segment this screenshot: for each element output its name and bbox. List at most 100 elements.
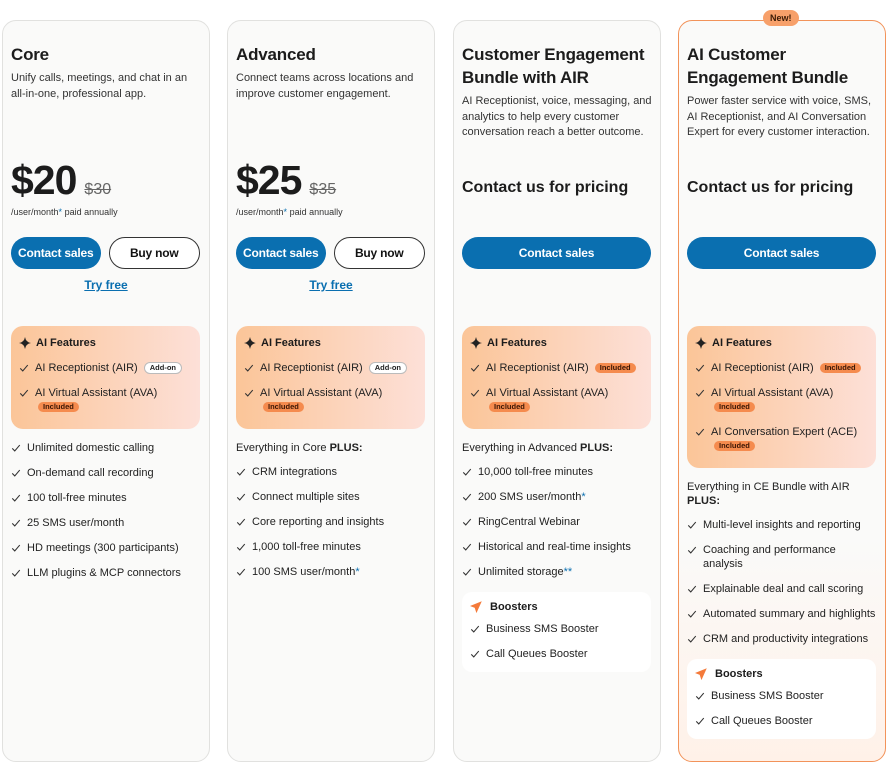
ai-feature-text: AI Receptionist (AIR) Included [711, 361, 861, 375]
feature-text: 200 SMS user/month [478, 490, 582, 503]
ai-feature-text: AI Receptionist (AIR) Add-on [260, 361, 408, 375]
feature-badge: Included [38, 401, 79, 412]
feature: RingCentral Webinar [462, 509, 651, 534]
check-icon [695, 428, 705, 436]
feature: HD meetings (300 participants) [11, 535, 200, 560]
feature: 25 SMS user/month [11, 510, 200, 535]
feature-badge: Included [594, 362, 636, 373]
ai-feature: AI Receptionist (AIR) Add-on [244, 355, 417, 380]
try-free-link[interactable]: Try free [84, 278, 128, 292]
price-unit: /user/month* paid annually [11, 207, 118, 217]
check-icon [244, 389, 254, 397]
ai-feature: AI Receptionist (AIR) Add-on [19, 355, 192, 380]
check-icon [687, 546, 697, 554]
booster-text: Business SMS Booster [711, 689, 824, 702]
try-free-link[interactable]: Try free [309, 278, 353, 292]
ai-feature-label: AI Conversation Expert (ACE) [711, 425, 858, 438]
plan-card: Advanced Connect teams across locations a… [227, 20, 435, 762]
cta-button[interactable]: Contact sales [462, 237, 651, 269]
ai-features: AI Features AI Receptionist (AIR) Add-on A… [236, 326, 425, 429]
check-icon [236, 493, 246, 501]
feature-badge: Add-on [143, 361, 183, 374]
ai-feature: AI Virtual Assistant (AVA) Included [19, 380, 192, 419]
check-icon [11, 544, 21, 552]
price-value: $25 [236, 157, 302, 203]
cta-button[interactable]: Buy now [333, 237, 425, 269]
feature: LLM plugins & MCP connectors [11, 560, 200, 585]
feature-text: On-demand call recording [27, 466, 154, 479]
feature: 100 SMS user/month* [236, 559, 425, 584]
plan-name: Advanced [236, 45, 316, 64]
feature-text: LLM plugins & MCP connectors [27, 566, 181, 579]
plan-card: New! AI Customer Engagement Bundle Power f… [678, 10, 886, 762]
feature-text: 1,000 toll-free minutes [252, 540, 361, 553]
check-icon [11, 469, 21, 477]
check-icon [11, 444, 21, 452]
plan-header: AI Customer Engagement Bundle Power faste… [687, 43, 877, 141]
cta-button[interactable]: Contact sales [11, 237, 101, 269]
cta-button[interactable]: Contact sales [687, 237, 876, 269]
feature-text: Unlimited storage [478, 565, 564, 578]
check-icon [236, 543, 246, 551]
feature: On-demand call recording [11, 460, 200, 485]
feature: Core reporting and insights [236, 509, 425, 534]
check-icon [470, 389, 480, 397]
feature-note-mark: * [581, 490, 586, 503]
check-icon [695, 717, 705, 725]
features-intro: Everything in Core PLUS: [236, 441, 425, 455]
ai-features: AI Features AI Receptionist (AIR) Add-on A… [11, 326, 200, 429]
rocket-icon [695, 668, 707, 680]
feature-badge: Included [819, 362, 861, 373]
booster: Business SMS Booster [695, 683, 868, 708]
check-icon [462, 518, 472, 526]
ai-feature: AI Virtual Assistant (AVA) Included [695, 380, 868, 419]
button-row: Contact sales Buy now [236, 237, 425, 269]
feature-text: CRM and productivity integrations [703, 632, 869, 645]
ai-feature-text: AI Virtual Assistant (AVA) Included [711, 386, 868, 414]
feature: Unlimited storage** [462, 559, 651, 584]
pricing-note: Contact us for pricing [687, 179, 854, 196]
check-icon [687, 585, 697, 593]
feature-note-mark: ** [563, 565, 573, 578]
ai-title-text: AI Features [712, 337, 772, 349]
ai-feature: AI Virtual Assistant (AVA) Included [244, 380, 417, 419]
price: $20 $30 [11, 157, 111, 204]
ai-feature-text: AI Virtual Assistant (AVA) Included [260, 386, 417, 414]
feature: Automated summary and highlights [687, 601, 876, 626]
sparkle-icon [19, 337, 31, 349]
check-icon [11, 569, 21, 577]
feature: CRM integrations [236, 459, 425, 484]
ai-features: AI Features AI Receptionist (AIR) Include… [687, 326, 876, 468]
boosters-title: Boosters [470, 598, 643, 616]
feature: Coaching and performance analysis [687, 537, 876, 576]
feature: 1,000 toll-free minutes [236, 534, 425, 559]
feature-text-wrap: Unlimited storage** [478, 565, 572, 579]
cta-button[interactable]: Contact sales [236, 237, 326, 269]
booster: Call Queues Booster [470, 641, 643, 666]
plan-details: AI Features AI Receptionist (AIR) Include… [462, 326, 651, 672]
ai-feature-label: AI Virtual Assistant (AVA) [486, 386, 609, 399]
check-icon [19, 389, 29, 397]
price-value: $20 [11, 157, 77, 203]
check-icon [244, 364, 254, 372]
plan-name: Core [11, 45, 49, 64]
feature-text: CRM integrations [252, 465, 337, 478]
feature-badge: Included [714, 440, 755, 451]
boosters-title: Boosters [695, 665, 868, 683]
intro-text: Everything in CE Bundle with AIR [687, 481, 850, 493]
check-icon [236, 468, 246, 476]
plan-details: AI Features AI Receptionist (AIR) Add-on A… [236, 326, 425, 584]
check-icon [462, 543, 472, 551]
ai-feature-label: AI Receptionist (AIR) [260, 361, 363, 374]
unit-text: /user/month [11, 207, 59, 217]
feature-badge: Add-on [368, 361, 408, 374]
plan-header: Advanced Connect teams across locations a… [236, 43, 426, 102]
check-icon [695, 364, 705, 372]
sparkle-icon [695, 337, 707, 349]
feature-text: 100 SMS user/month [252, 565, 356, 578]
ai-feature-text: AI Conversation Expert (ACE) Included [711, 425, 868, 453]
unit-mark: * [58, 207, 63, 217]
feature-text: Automated summary and highlights [703, 607, 876, 620]
cta-button[interactable]: Buy now [108, 237, 200, 269]
